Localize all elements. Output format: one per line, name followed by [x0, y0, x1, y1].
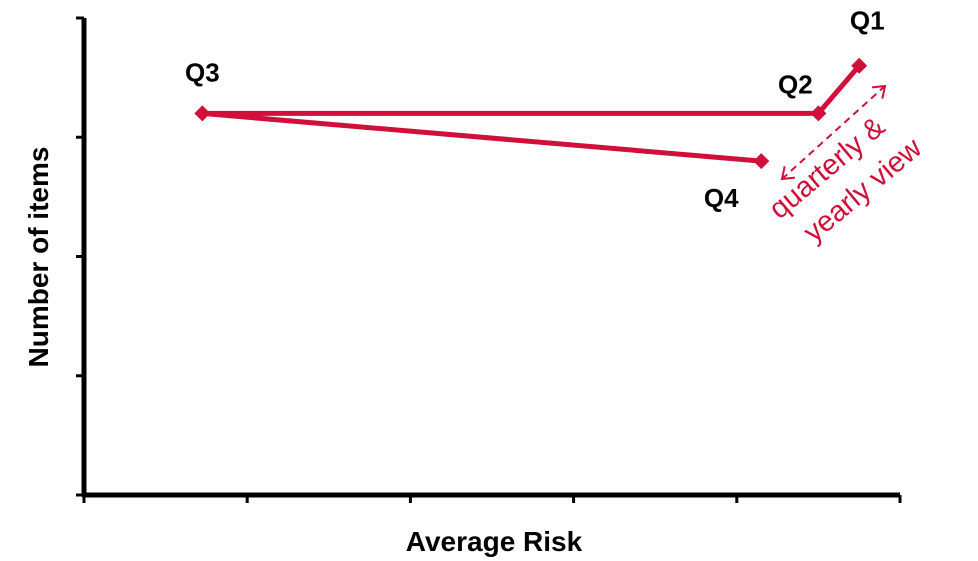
series-line [199, 63, 862, 164]
point-marker-q2 [810, 105, 827, 122]
point-label-q1: Q1 [850, 6, 885, 36]
series-layer [194, 57, 868, 170]
point-marker-q1 [851, 57, 868, 74]
axes [76, 16, 902, 503]
annotation-arrowhead-start [780, 166, 796, 181]
point-label-q3: Q3 [185, 57, 220, 87]
point-label-q4: Q4 [704, 183, 739, 213]
point-marker-q3 [194, 105, 211, 122]
y-axis-title: Number of items [23, 147, 54, 368]
point-label-q2: Q2 [778, 69, 813, 99]
x-axis-title: Average Risk [406, 526, 583, 557]
annotation-arrow [780, 84, 887, 181]
point-labels: Q1 Q2 Q3 Q4 [185, 6, 885, 213]
annotation-arrowhead-end [871, 84, 887, 99]
point-marker-q4 [753, 153, 770, 170]
